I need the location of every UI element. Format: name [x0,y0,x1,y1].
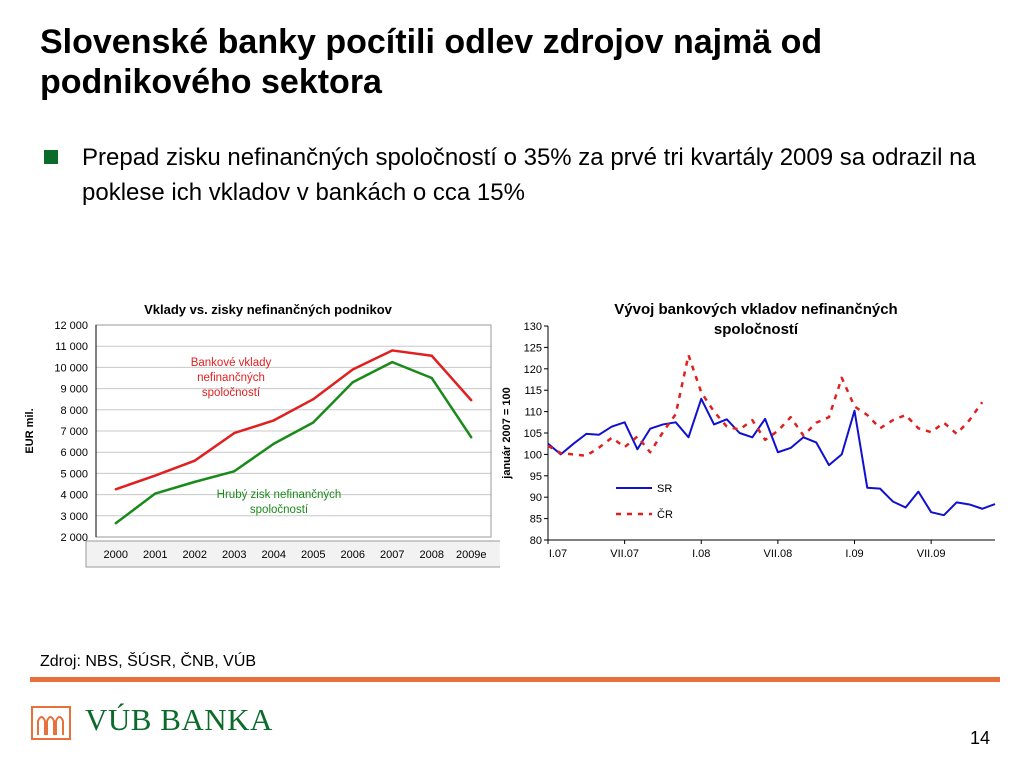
chart1-data-point [312,421,315,424]
chart1-y-tick-label: 4 000 [60,490,88,502]
chart2-legend-label: SR [657,483,672,495]
chart1-x-tick-label: 2009e [456,549,487,561]
page-number: 14 [969,728,990,748]
chart1-y-tick-label: 8 000 [60,405,88,417]
chart-deposit-index: Vývoj bankových vkladov nefinančných spol… [501,301,996,560]
bullet-text: Prepad zisku nefinančných spoločností o … [82,144,976,206]
chart1-data-point [193,459,196,462]
chart1-data-point [154,492,157,495]
chart1-data-point [193,480,196,484]
chart1-series-line-0 [115,349,473,491]
chart1-x-tick-label: 2008 [420,549,444,561]
bullet-square-icon [44,150,58,164]
chart1-x-tick-label: 2003 [222,549,246,561]
chart2-y-tick-label: 115 [524,385,542,397]
chart1-series-label-line: Bankové vklady [191,357,272,369]
chart2-y-tick-label: 90 [530,492,542,504]
chart1-data-point [114,522,117,525]
slide-title: Slovenské banky pocítili odlev zdrojov n… [40,23,823,101]
chart1-y-tick-label: 5 000 [60,468,88,480]
chart2-series-line-0 [547,397,996,517]
chart1-y-axis-label: EUR mil. [24,408,36,453]
chart1-data-point [233,431,236,435]
chart1-series-label-line: spoločností [202,387,261,399]
chart1-x-tick-label: 2001 [143,549,167,561]
vub-logo-icon [31,706,71,740]
chart1-series-line-1 [114,360,473,525]
footer-divider [30,677,1000,682]
chart1-data-point [114,488,117,491]
chart2-y-tick-label: 125 [524,342,542,354]
chart2-x-tick-label: VII.09 [917,548,946,560]
chart2-y-axis-label: január 2007 = 100 [501,387,513,479]
chart-deposits-vs-profits: Vklady vs. zisky nefinančných podnikov 2 … [24,302,500,568]
chart1-x-tick-label: 2005 [301,549,325,561]
chart1-data-point [154,474,157,477]
chart2-y-tick-label: 95 [530,471,542,483]
chart2-y-tick-label: 130 [524,321,542,333]
chart1-data-point [391,349,394,352]
chart1-title: Vklady vs. zisky nefinančných podnikov [144,302,393,317]
chart1-y-tick-label: 9 000 [60,384,88,396]
chart1-x-tick-label: 2004 [262,549,286,561]
chart1-x-axis-band [85,540,500,568]
chart1-series-label-line: nefinančných [197,372,265,384]
chart1-data-point [351,381,354,384]
source-note: Zdroj: NBS, ŠÚSR, ČNB, VÚB [40,653,257,670]
chart1-data-point [391,360,394,364]
chart1-x-tick-label: 2000 [104,549,128,561]
chart1-series-label-1: Hrubý zisk nefinančných spoločností [217,489,342,516]
chart2-y-tick-label: 85 [530,514,542,526]
chart2-x-tick-label: I.08 [692,548,710,560]
chart1-data-point [272,442,275,445]
chart1-data-point [470,399,473,402]
chart1-data-point [312,398,315,401]
chart1-y-tick-label: 3 000 [60,511,88,523]
chart1-data-point [272,419,275,422]
vub-logo-text: VÚB BANKA [85,702,273,737]
chart2-series-line-1 [547,353,984,457]
vub-logo: VÚB BANKA [30,700,290,745]
chart2-title-line: Vývoj bankových vkladov nefinančných [614,301,897,318]
chart2-y-tick-label: 100 [524,449,542,461]
chart2-x-tick-label: VII.07 [610,548,639,560]
chart1-data-point [470,436,473,439]
chart2-y-tick-label: 120 [524,364,542,376]
chart1-y-tick-label: 11 000 [55,341,88,353]
chart2-x-tick-label: VII.08 [764,548,793,560]
chart2-title: Vývoj bankových vkladov nefinančných spol… [614,301,897,338]
chart1-y-tick-label: 6 000 [60,447,88,459]
chart1-y-tick-label: 12 000 [54,320,88,332]
chart2-y-tick-label: 80 [530,535,542,547]
chart1-series-label-line: spoločností [250,504,309,516]
chart1-data-point [233,470,236,473]
chart2-title-line: spoločností [714,321,799,338]
chart1-y-tick-label: 10 000 [54,362,88,374]
chart2-y-tick-label: 105 [524,428,542,440]
chart2-y-tick-label: 110 [524,407,542,419]
chart1-data-point [430,354,433,357]
chart2-x-tick-label: I.09 [845,548,863,560]
chart1-series-label-line: Hrubý zisk nefinančných [217,489,342,501]
chart2-legend-label: ČR [657,508,673,521]
chart1-x-tick-label: 2007 [380,549,404,561]
chart2-x-tick-label: I.07 [549,548,567,560]
chart1-x-tick-label: 2002 [183,549,207,561]
chart1-y-tick-label: 2 000 [60,532,88,544]
chart1-data-point [430,376,433,380]
chart1-series-label-0: Bankové vklady nefinančných spoločností [191,357,272,399]
chart1-y-tick-label: 7 000 [60,426,88,438]
chart1-x-tick-label: 2006 [341,549,365,561]
chart1-data-point [351,368,354,371]
